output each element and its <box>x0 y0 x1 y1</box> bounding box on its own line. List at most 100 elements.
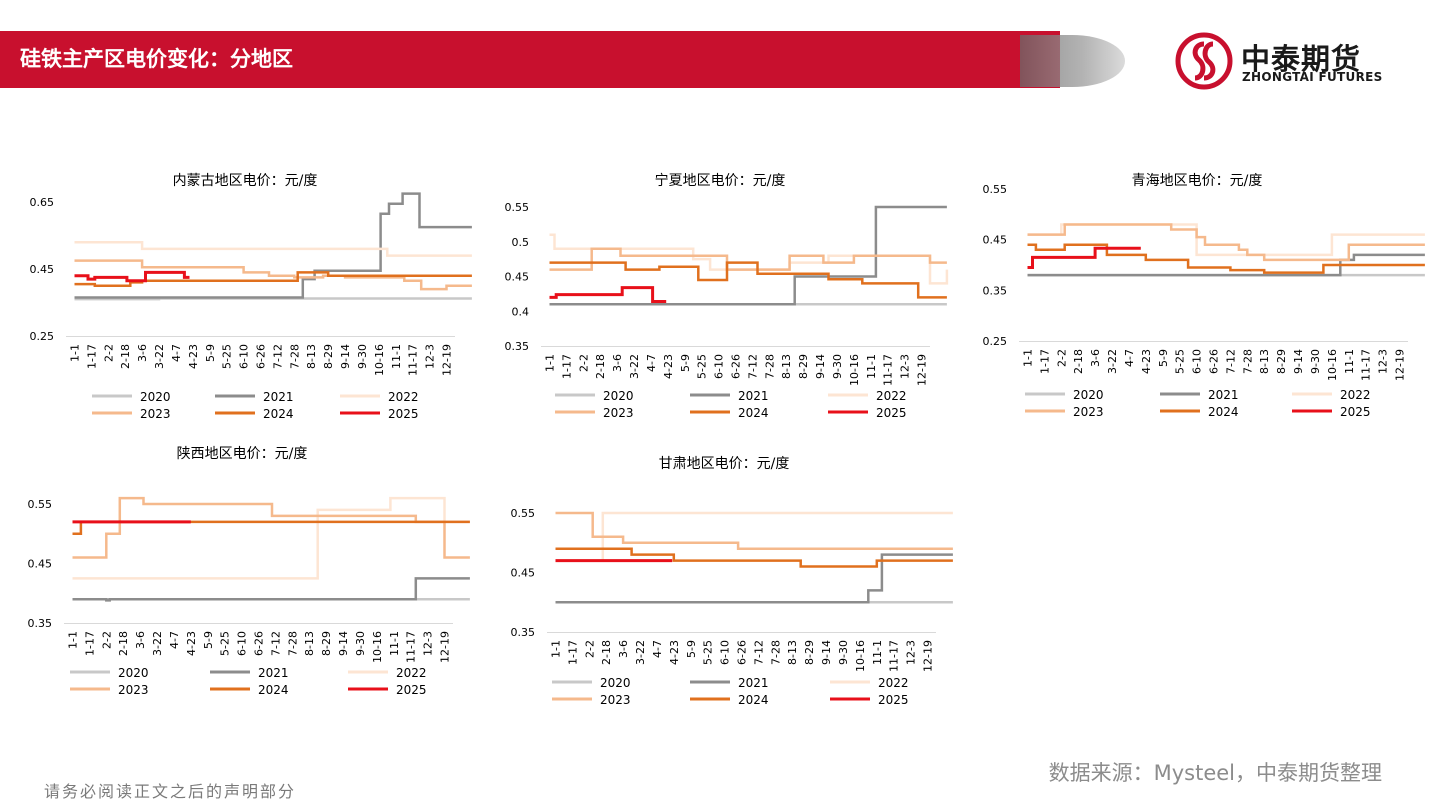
x-tick-label: 4-23 <box>662 354 675 379</box>
x-tick-label: 12-19 <box>441 344 454 376</box>
y-tick-label: 0.55 <box>28 498 53 511</box>
x-tick-label: 1-17 <box>83 631 96 656</box>
x-tick-label: 6-10 <box>236 631 249 656</box>
legend-label-2020: 2020 <box>140 390 171 404</box>
legend-label-2023: 2023 <box>600 693 631 707</box>
x-tick-label: 1-17 <box>1038 349 1051 374</box>
page-title: 硅铁主产区电价变化：分地区 <box>20 47 293 71</box>
legend-label-2023: 2023 <box>603 406 634 420</box>
series-line-2024 <box>549 261 947 299</box>
logo-name-cn: 中泰期货 <box>1241 42 1362 76</box>
header-shadow-decoration <box>1020 35 1125 87</box>
series-line-2025 <box>549 286 667 303</box>
legend-label-2025: 2025 <box>878 693 909 707</box>
chart-5: 甘肃地区电价：元/度 0.35 0.45 0.55 1-1 1-17 2-2 2-18 3-6 3… <box>511 456 953 707</box>
x-tick-label: 11-1 <box>1343 349 1356 374</box>
legend-label-2024: 2024 <box>738 693 769 707</box>
x-tick-label: 12-19 <box>916 354 929 386</box>
x-tick-label: 5-9 <box>202 631 215 649</box>
y-tick-label: 0.5 <box>512 236 530 249</box>
legend-label-2020: 2020 <box>603 389 634 403</box>
x-tick-label: 7-28 <box>763 354 776 379</box>
x-tick-label: 2-2 <box>577 354 590 372</box>
legend-label-2022: 2022 <box>878 676 909 690</box>
x-tick-label: 2-2 <box>1055 349 1068 367</box>
x-tick-label: 9-30 <box>1309 349 1322 374</box>
x-tick-label: 9-14 <box>337 631 350 656</box>
x-tick-label: 8-29 <box>1275 349 1288 374</box>
series-line-2022 <box>1027 223 1425 257</box>
legend-label-2025: 2025 <box>876 406 907 420</box>
series-line-2024 <box>1027 243 1425 274</box>
y-tick-label: 0.35 <box>505 340 530 353</box>
x-tick-label: 4-7 <box>170 344 183 362</box>
series-line-2021 <box>74 192 472 299</box>
legend-label-2023: 2023 <box>140 407 171 421</box>
y-tick-label: 0.55 <box>511 507 536 520</box>
legend-label-2024: 2024 <box>258 683 289 697</box>
series-line-2021 <box>555 553 953 604</box>
series-line-2025 <box>74 270 190 283</box>
x-tick-label: 7-12 <box>752 640 765 665</box>
x-tick-label: 8-13 <box>303 631 316 656</box>
x-tick-label: 9-30 <box>831 354 844 379</box>
x-tick-label: 1-1 <box>543 354 556 372</box>
x-tick-label: 8-13 <box>305 344 318 369</box>
x-tick-label: 11-17 <box>1360 349 1373 381</box>
x-tick-label: 12-3 <box>1377 349 1390 374</box>
x-tick-label: 12-19 <box>1394 349 1407 381</box>
legend-label-2024: 2024 <box>263 407 294 421</box>
legend-label-2021: 2021 <box>258 666 289 680</box>
x-tick-label: 3-6 <box>134 631 147 649</box>
x-tick-label: 7-12 <box>269 631 282 656</box>
x-tick-label: 12-3 <box>424 344 437 369</box>
y-tick-label: 0.55 <box>505 201 530 214</box>
x-tick-label: 11-1 <box>865 354 878 379</box>
x-tick-label: 3-6 <box>136 344 149 362</box>
chart-4: 陕西地区电价：元/度 0.35 0.45 0.55 1-1 1-17 2-2 2-18 3-6 3… <box>28 446 470 697</box>
x-tick-label: 2-18 <box>594 354 607 379</box>
x-tick-label: 10-16 <box>848 354 861 386</box>
x-tick-label: 9-14 <box>814 354 827 379</box>
disclaimer: 请务必阅读正文之后的声明部分 <box>44 782 297 801</box>
x-tick-label: 9-30 <box>356 344 369 369</box>
series-line-2024 <box>72 520 470 536</box>
x-tick-label: 10-16 <box>371 631 384 663</box>
x-tick-label: 5-9 <box>685 640 698 658</box>
x-tick-label: 3-22 <box>1106 349 1119 374</box>
chart-title: 内蒙古地区电价：元/度 <box>173 173 318 189</box>
x-tick-label: 4-23 <box>185 631 198 656</box>
x-tick-label: 1-17 <box>566 640 579 665</box>
x-tick-label: 9-30 <box>837 640 850 665</box>
x-tick-label: 7-28 <box>286 631 299 656</box>
legend-label-2020: 2020 <box>1073 388 1104 402</box>
company-logo: 中泰期货 ZHONGTAI FUTURES <box>1175 32 1400 92</box>
legend-label-2020: 2020 <box>118 666 149 680</box>
x-tick-label: 5-9 <box>679 354 692 372</box>
legend-label-2024: 2024 <box>1208 405 1239 419</box>
x-tick-label: 3-6 <box>617 640 630 658</box>
x-tick-label: 5-9 <box>204 344 217 362</box>
x-tick-label: 11-17 <box>888 640 901 672</box>
x-tick-label: 10-16 <box>1326 349 1339 381</box>
series-line-2025 <box>1027 246 1141 269</box>
x-tick-label: 4-23 <box>187 344 200 369</box>
series-line-2020 <box>74 297 472 301</box>
x-tick-label: 1-17 <box>85 344 98 369</box>
x-tick-label: 4-23 <box>1140 349 1153 374</box>
y-tick-label: 0.25 <box>30 330 55 343</box>
x-tick-label: 8-13 <box>780 354 793 379</box>
y-tick-label: 0.45 <box>511 567 536 580</box>
series-line-2023 <box>555 511 953 550</box>
series-line-2024 <box>74 271 472 288</box>
x-tick-label: 2-2 <box>102 344 115 362</box>
x-tick-label: 8-13 <box>786 640 799 665</box>
legend-label-2021: 2021 <box>738 389 769 403</box>
x-tick-label: 11-1 <box>871 640 884 665</box>
legend-label-2025: 2025 <box>1340 405 1371 419</box>
y-tick-label: 0.65 <box>30 196 55 209</box>
series-line-2021 <box>72 577 470 602</box>
x-tick-label: 2-18 <box>600 640 613 665</box>
x-tick-label: 3-6 <box>611 354 624 372</box>
x-tick-label: 7-12 <box>1224 349 1237 374</box>
